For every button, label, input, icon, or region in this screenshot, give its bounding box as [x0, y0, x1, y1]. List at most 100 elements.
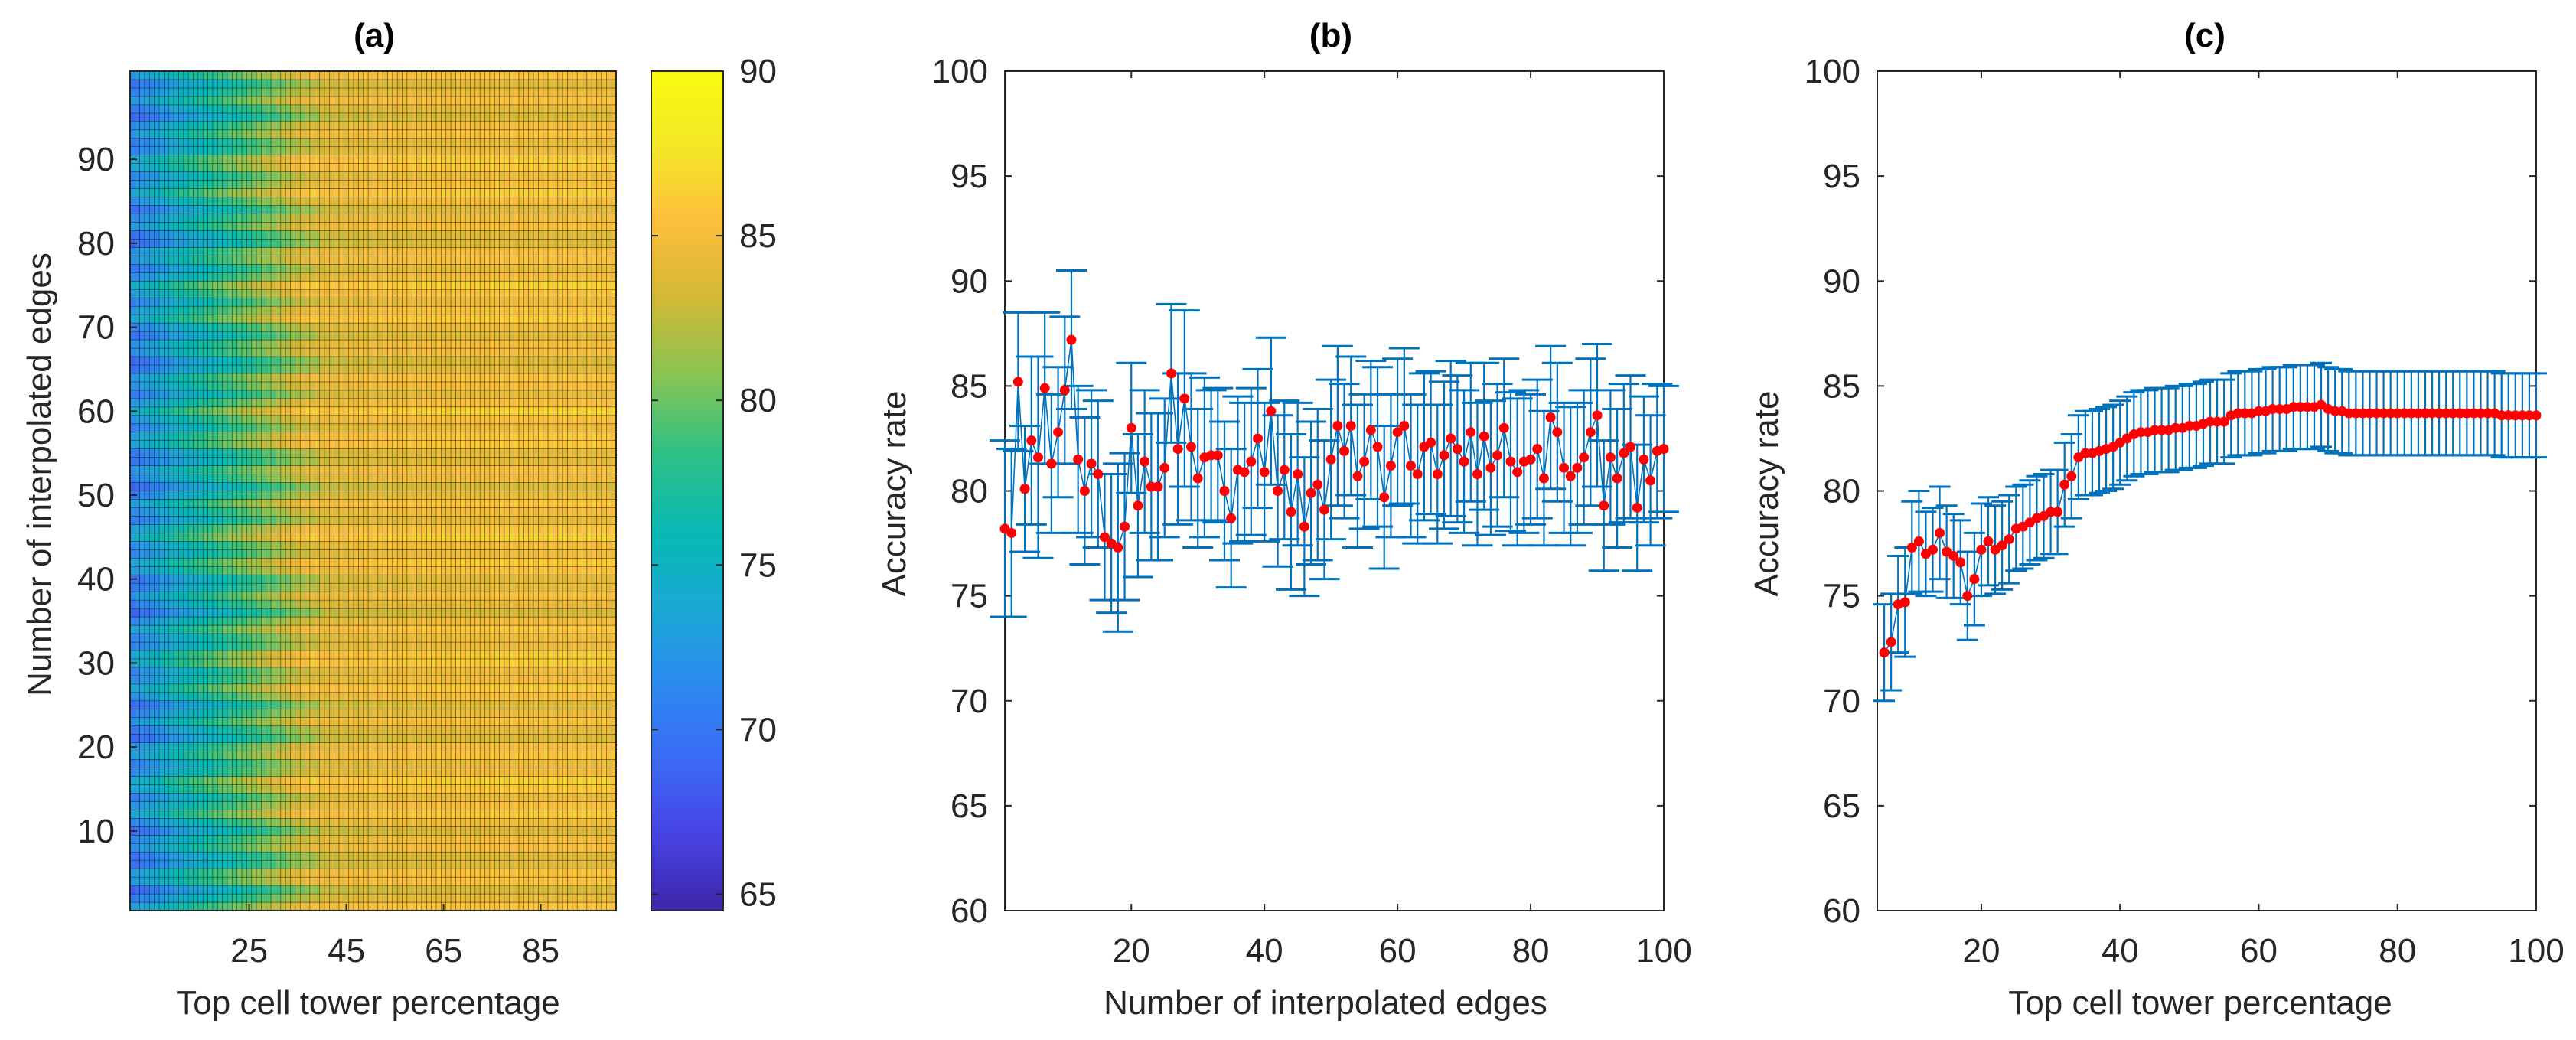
heatmap-cell [305, 818, 311, 827]
heatmap-cell [484, 751, 491, 760]
heatmap-cell [553, 876, 559, 886]
heatmap-cell [241, 751, 247, 760]
heatmap-cell [528, 810, 534, 819]
heatmap-cell [144, 658, 150, 668]
heatmap-cell [373, 608, 379, 618]
heatmap-cell [547, 843, 553, 853]
heatmap-cell [572, 810, 578, 819]
heatmap-cell [178, 725, 184, 735]
heatmap-cell [299, 725, 305, 735]
heatmap-cell [183, 582, 189, 592]
heatmap-cell [406, 885, 412, 895]
heatmap-cell [489, 692, 495, 702]
heatmap-cell [314, 876, 320, 886]
heatmap-cell [406, 650, 412, 660]
heatmap-cell [576, 541, 582, 550]
heatmap-cell [344, 566, 350, 575]
heatmap-cell [236, 566, 243, 575]
heatmap-cell [465, 516, 471, 525]
heatmap-cell [567, 533, 573, 542]
heatmap-cell [470, 818, 476, 827]
heatmap-cell [543, 826, 549, 836]
heatmap-cell [193, 591, 199, 601]
heatmap-cell [144, 801, 150, 810]
heatmap-cell [144, 591, 150, 601]
heatmap-cell [373, 566, 379, 575]
heatmap-cell [295, 717, 301, 726]
heatmap-cell [411, 582, 417, 592]
heatmap-cell [158, 876, 165, 886]
heatmap-cell [285, 599, 291, 609]
heatmap-cell [605, 616, 611, 626]
heatmap-cell [270, 658, 276, 668]
heatmap-cell [344, 658, 350, 668]
heatmap-cell [373, 541, 379, 550]
heatmap-cell [484, 516, 491, 525]
heatmap-cell [382, 759, 388, 768]
heatmap-cell [489, 893, 495, 903]
heatmap-cell [285, 868, 291, 878]
heatmap-cell [266, 717, 272, 726]
heatmap-cell [538, 885, 544, 895]
heatmap-cell [358, 499, 364, 508]
heatmap-cell [144, 700, 150, 710]
heatmap-cell [504, 616, 510, 626]
heatmap-cell [348, 507, 354, 517]
heatmap-cell [348, 700, 354, 710]
heatmap-cell [377, 574, 383, 584]
heatmap-cell [411, 658, 417, 668]
heatmap-cell [387, 524, 393, 533]
heatmap-cell [338, 591, 344, 601]
heatmap-cell [508, 751, 514, 760]
heatmap-cell [421, 608, 427, 618]
heatmap-cell [135, 868, 141, 878]
heatmap-cell [445, 768, 452, 777]
heatmap-cell [236, 725, 243, 735]
heatmap-cell [406, 893, 412, 903]
heatmap-cell [392, 700, 398, 710]
heatmap-cell [591, 658, 597, 668]
heatmap-cell [164, 742, 170, 751]
heatmap-cell [309, 901, 315, 911]
heatmap-cell [392, 784, 398, 794]
heatmap-cell [396, 541, 403, 550]
heatmap-cell [227, 641, 233, 651]
heatmap-cell [479, 633, 485, 643]
heatmap-cell [523, 557, 529, 567]
heatmap-cell [217, 582, 223, 592]
heatmap-cell [256, 768, 262, 777]
heatmap-cell [450, 616, 456, 626]
heatmap-cell [572, 624, 578, 634]
heatmap-cell [158, 885, 165, 895]
heatmap-cell [470, 524, 476, 533]
heatmap-cell [586, 524, 592, 533]
heatmap-cell [392, 826, 398, 836]
heatmap-cell [227, 734, 233, 743]
heatmap-cell [222, 851, 228, 861]
heatmap-cell [168, 709, 174, 718]
heatmap-cell [538, 851, 544, 861]
heatmap-cell [460, 549, 466, 559]
heatmap-cell [601, 834, 607, 844]
heatmap-cell [193, 650, 199, 660]
heatmap-cell [193, 533, 199, 542]
heatmap-cell [455, 633, 461, 643]
heatmap-cell [212, 507, 218, 517]
heatmap-cell [197, 608, 204, 618]
heatmap-cell [596, 616, 602, 626]
heatmap-cell [465, 700, 471, 710]
heatmap-cell [217, 793, 223, 802]
heatmap-cell [353, 641, 359, 651]
heatmap-cell [489, 591, 495, 601]
heatmap-cell [164, 541, 170, 550]
heatmap-cell [266, 524, 272, 533]
heatmap-cell [465, 876, 471, 886]
heatmap-cell [479, 843, 485, 853]
heatmap-cell [241, 516, 247, 525]
heatmap-cell [295, 734, 301, 743]
heatmap-cell [474, 751, 481, 760]
heatmap-cell [392, 885, 398, 895]
heatmap-cell [290, 901, 296, 911]
heatmap-cell [514, 541, 520, 550]
heatmap-cell [479, 566, 485, 575]
